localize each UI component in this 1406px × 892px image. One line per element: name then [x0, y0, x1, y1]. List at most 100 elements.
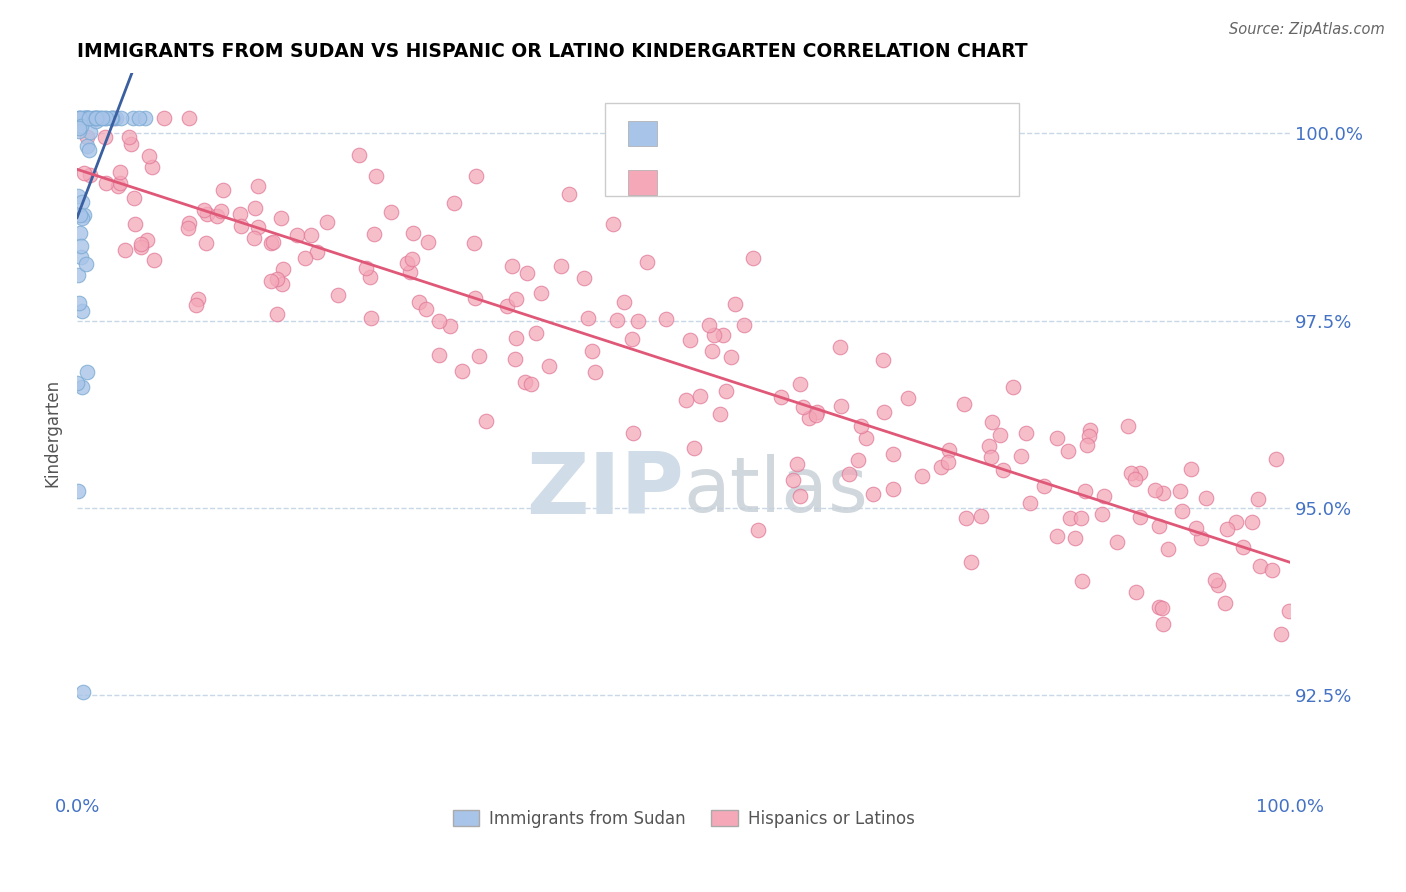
Point: [1057, 444, 1080, 458]
Point: [583, 365, 606, 379]
Point: [1170, 504, 1192, 518]
Point: [364, 169, 387, 183]
Point: [70, 112, 93, 126]
Point: [73, 208, 96, 222]
Point: [69, 250, 91, 264]
Point: [193, 203, 215, 218]
Point: [184, 298, 207, 312]
Point: [67, 121, 90, 136]
Point: [118, 130, 141, 145]
Point: [129, 237, 152, 252]
Point: [936, 455, 959, 469]
Point: [720, 350, 742, 364]
Point: [550, 259, 572, 273]
Text: Source: ZipAtlas.com: Source: ZipAtlas.com: [1229, 22, 1385, 37]
Point: [76, 365, 98, 379]
Point: [1018, 496, 1040, 510]
Point: [969, 509, 991, 524]
Point: [229, 219, 252, 233]
Point: [408, 294, 430, 309]
Point: [69, 208, 91, 222]
Point: [574, 270, 596, 285]
Point: [742, 251, 765, 265]
Point: [427, 314, 450, 328]
Point: [988, 428, 1011, 442]
Point: [120, 136, 142, 151]
Point: [830, 399, 852, 413]
Point: [733, 318, 755, 333]
Point: [247, 179, 270, 194]
Point: [1157, 541, 1180, 556]
Point: [1144, 483, 1167, 498]
Point: [94, 112, 117, 126]
Point: [1070, 574, 1092, 588]
Point: [882, 447, 904, 461]
Point: [1195, 491, 1218, 505]
Point: [187, 293, 209, 307]
Point: [105, 112, 128, 126]
Point: [1247, 492, 1270, 507]
Point: [177, 220, 200, 235]
Point: [576, 311, 599, 326]
Point: [516, 267, 538, 281]
Point: [1232, 540, 1254, 554]
Point: [1152, 486, 1174, 500]
Point: [77, 112, 100, 126]
Point: [799, 411, 821, 425]
Point: [980, 450, 1002, 465]
Point: [122, 190, 145, 204]
Point: [496, 299, 519, 313]
Point: [1189, 531, 1212, 545]
Point: [786, 457, 808, 471]
Point: [872, 353, 894, 368]
Point: [1147, 519, 1170, 533]
Point: [100, 112, 122, 126]
Text: 56: 56: [842, 125, 866, 143]
Point: [1046, 431, 1069, 445]
Point: [415, 301, 437, 316]
Point: [179, 216, 201, 230]
Text: 201: 201: [842, 174, 879, 192]
Point: [1152, 617, 1174, 632]
Text: IMMIGRANTS FROM SUDAN VS HISPANIC OR LATINO KINDERGARTEN CORRELATION CHART: IMMIGRANTS FROM SUDAN VS HISPANIC OR LAT…: [77, 42, 1028, 61]
Point: [897, 391, 920, 405]
Point: [209, 204, 232, 219]
Point: [530, 286, 553, 301]
Point: [1078, 428, 1101, 442]
Point: [152, 112, 174, 126]
Point: [75, 112, 97, 126]
Point: [465, 169, 488, 183]
Point: [101, 112, 124, 126]
Point: [94, 130, 117, 145]
Point: [70, 119, 93, 133]
Point: [960, 555, 983, 569]
Point: [443, 196, 465, 211]
Point: [359, 270, 381, 285]
Point: [439, 318, 461, 333]
Point: [606, 312, 628, 326]
Point: [838, 467, 860, 482]
Point: [1216, 522, 1239, 536]
Point: [67, 268, 90, 282]
Point: [70, 379, 93, 393]
Point: [980, 415, 1002, 429]
Point: [1116, 419, 1139, 434]
Point: [128, 112, 150, 126]
Point: [872, 404, 894, 418]
Point: [299, 227, 322, 242]
Point: [1091, 507, 1114, 521]
Point: [76, 112, 98, 126]
Point: [1204, 573, 1226, 587]
Point: [91, 112, 114, 126]
Point: [134, 112, 156, 126]
Point: [114, 243, 136, 257]
Point: [380, 204, 402, 219]
Point: [1010, 449, 1032, 463]
Point: [82, 112, 104, 126]
Point: [991, 463, 1014, 477]
Point: [77, 112, 100, 126]
Point: [360, 310, 382, 325]
Point: [76, 112, 98, 126]
Point: [475, 414, 498, 428]
Point: [581, 343, 603, 358]
